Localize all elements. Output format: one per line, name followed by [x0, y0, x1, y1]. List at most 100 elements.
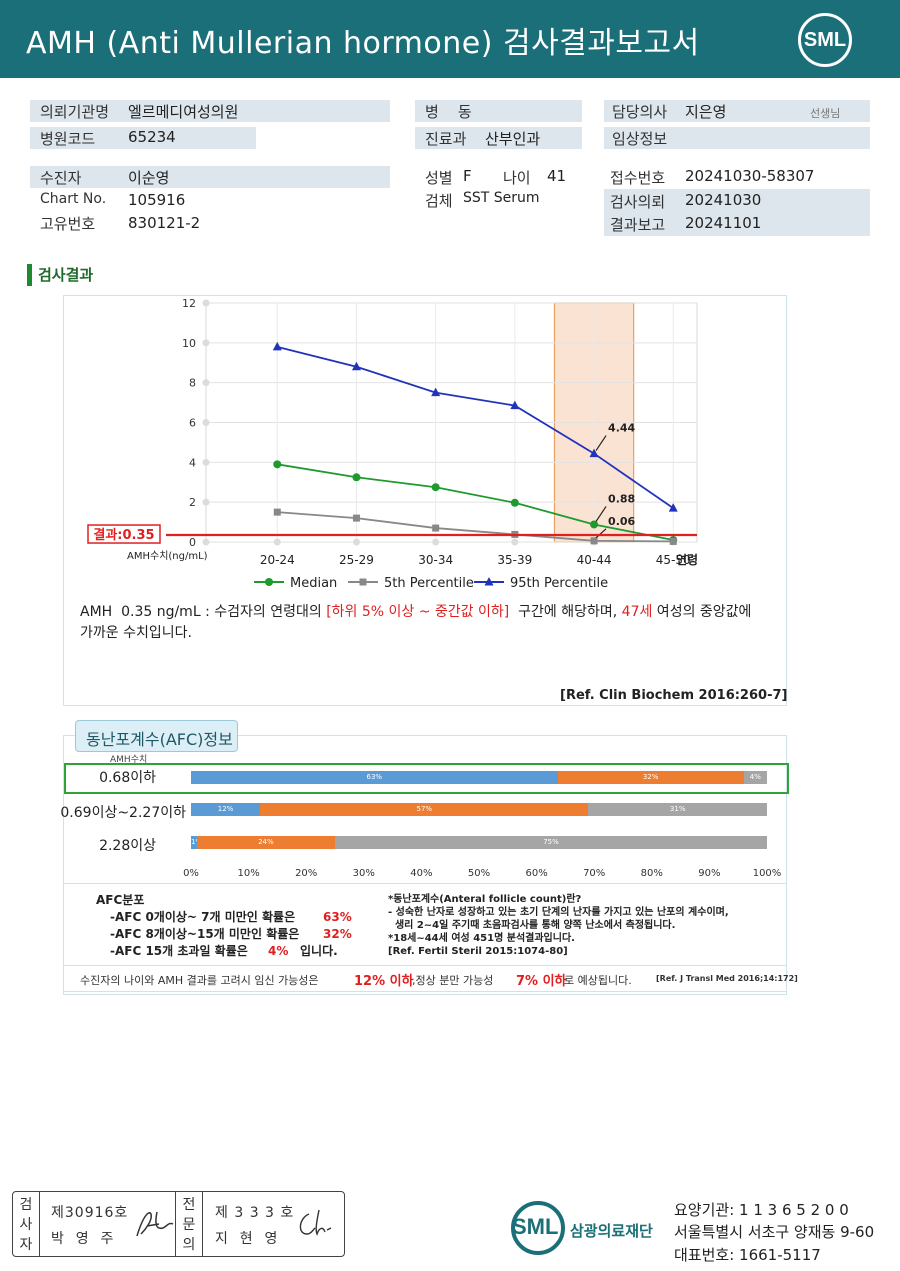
- afc-dist-text: -AFC 8개이상~15개 미만인 확률은: [110, 927, 300, 941]
- result-label: 결과:0.35: [93, 527, 154, 543]
- sig-divider: [175, 1192, 176, 1256]
- footer-org-name: 삼광의료재단: [570, 1222, 653, 1240]
- request-value: 20241030: [685, 191, 762, 209]
- clinical-label: 임상정보: [612, 130, 668, 148]
- afc-bar-segment-orange: 32%: [557, 771, 744, 784]
- x-tick-dot: [432, 538, 440, 546]
- age-value: 41: [547, 167, 567, 185]
- afc-bar-segment-gray: 75%: [334, 836, 767, 849]
- afc-x-tick: 20%: [295, 868, 318, 879]
- y-tick-dot: [202, 299, 210, 307]
- x-tick-label: 45-50: [656, 553, 691, 567]
- afc-bar-segment-blue: 12%: [191, 803, 261, 816]
- afc-dist-title: AFC분포: [96, 893, 145, 907]
- doctor-signature-icon: [299, 1209, 332, 1236]
- report-header: AMH (Anti Mullerian hormone) 검사결과보고서 SML: [0, 0, 900, 78]
- median-point: [273, 460, 282, 469]
- doc-label-char: 문: [182, 1217, 196, 1233]
- doc-label-char: 전: [182, 1197, 196, 1213]
- tech-name: 박 영 주: [51, 1231, 115, 1247]
- p5-point: [669, 537, 677, 545]
- y-tick-label: 4: [189, 456, 196, 469]
- afc-def-line: *동난포계수(Anteral follicle count)란?: [388, 894, 582, 905]
- afc-bar-segment-gray: 31%: [588, 803, 767, 816]
- tech-license: 제30916호: [51, 1205, 129, 1221]
- chart-label: Chart No.: [40, 191, 107, 207]
- footer-code: 요양기관: 1 1 3 6 5 2 0 0: [674, 1201, 849, 1219]
- footer-logo-text: SML: [512, 1214, 559, 1239]
- afc-row-label: 2.28이상: [99, 838, 156, 854]
- dept-label: 진료과: [425, 130, 467, 148]
- p5-point: [273, 508, 281, 516]
- y-tick-dot: [202, 419, 210, 426]
- amh-chart: 0 2 4 6 8 10 12 20-24 25-29 30-34 35-39 40-44 45-50연…: [87, 297, 698, 591]
- interp-part1: AMH 0.35 ng/mL : 수검자의 연령대의: [80, 604, 327, 620]
- receipt-value: 20241030-58307: [685, 167, 815, 185]
- afc-x-tick: 100%: [752, 868, 782, 879]
- result-label-box: [87, 524, 161, 544]
- annotation-label: 0.06: [608, 515, 635, 528]
- institution-row: [30, 100, 390, 122]
- x-tick-label: 20-24: [260, 553, 295, 567]
- median-point: [352, 473, 361, 482]
- afc-bar: 63% 32% 4%: [191, 771, 767, 784]
- afc-divider: [63, 883, 787, 884]
- afc-dist-line: -AFC 0개이상~ 7개 미만인 확률은 63%: [96, 909, 352, 926]
- interp-part3: 여성의 중앙값에: [652, 604, 752, 620]
- doctor-row: [604, 100, 870, 122]
- x-tick-label: 25-29: [339, 553, 374, 567]
- summary-text-2: ,정상 분만 가능성: [412, 974, 494, 987]
- patient-value: 이순영: [128, 169, 170, 187]
- doctor-label: 담당의사: [612, 103, 668, 121]
- dept-value: 산부인과: [485, 130, 541, 148]
- header-logo-text: SML: [803, 29, 847, 51]
- afc-x-tick: 10%: [237, 868, 260, 879]
- doc-label-char: 의: [182, 1237, 196, 1253]
- afc-bar-segment-gray: 4%: [743, 771, 767, 784]
- afc-dist-tail: 입니다.: [300, 944, 338, 958]
- chart-value: 105916: [128, 191, 186, 209]
- ward-row: [415, 100, 582, 122]
- afc-x-tick: 50%: [467, 868, 491, 879]
- p95-point: [272, 341, 282, 351]
- afc-definition: *동난포계수(Anteral follicle count)란? - 성숙한 난…: [388, 893, 729, 958]
- median-point: [431, 483, 440, 492]
- y-tick-label: 2: [189, 496, 196, 509]
- interp-part4: 가까운 수치입니다.: [80, 625, 192, 641]
- afc-dist-line: -AFC 15개 초과일 확률은 4% 입니다.: [96, 943, 338, 960]
- median-point: [590, 520, 599, 529]
- hospital-code-row: [30, 127, 256, 149]
- annotation-label: 0.88: [608, 492, 635, 505]
- sex-label: 성별: [425, 169, 453, 187]
- institution-label: 의뢰기관명: [40, 103, 110, 121]
- series-line: [277, 511, 674, 543]
- sml-logo-icon: SML: [798, 13, 852, 67]
- id-label: 고유번호: [40, 215, 96, 233]
- afc-def-line: *18세~44세 여성 451명 분석결과입니다.: [388, 933, 575, 944]
- y-tick-dot: [202, 379, 210, 387]
- legend-marker: [484, 577, 494, 586]
- series-line: [277, 463, 674, 541]
- receipt-label: 접수번호: [610, 169, 666, 187]
- doctor-name: 지 현 영: [215, 1231, 279, 1247]
- afc-x-tick: 30%: [352, 868, 375, 879]
- signature-box: 검 사 자 제30916호 박 영 주 전 문 의 제 3 3 3 호 지 현 …: [12, 1191, 345, 1257]
- dept-row: [415, 127, 582, 149]
- afc-bar-segment-orange: 57%: [260, 803, 589, 816]
- section-title: 검사결과: [27, 264, 93, 286]
- afc-distribution: AFC분포 -AFC 0개이상~ 7개 미만인 확률은 63% -AFC 8개이상…: [96, 892, 352, 960]
- afc-bar-segment-orange: 24%: [196, 836, 335, 849]
- x-tick-label: 40-44: [577, 553, 612, 567]
- interp-range: [하위 5% 이상 ~ 중간값 이하]: [326, 604, 510, 620]
- doctor-suffix: 선생님: [810, 107, 841, 120]
- x-axis-label: 연령: [676, 552, 698, 567]
- legend-marker: [265, 578, 273, 586]
- y-tick-dot: [202, 458, 210, 466]
- report-label: 결과보고: [610, 216, 666, 234]
- p95-point: [589, 448, 599, 458]
- footer-phone: 대표번호: 1661-5117: [674, 1246, 821, 1264]
- y-tick-dot: [202, 498, 210, 506]
- request-label: 검사의뢰: [610, 193, 666, 211]
- afc-dist-text: -AFC 0개이상~ 7개 미만인 확률은: [110, 910, 296, 924]
- x-tick-label: 30-34: [418, 553, 453, 567]
